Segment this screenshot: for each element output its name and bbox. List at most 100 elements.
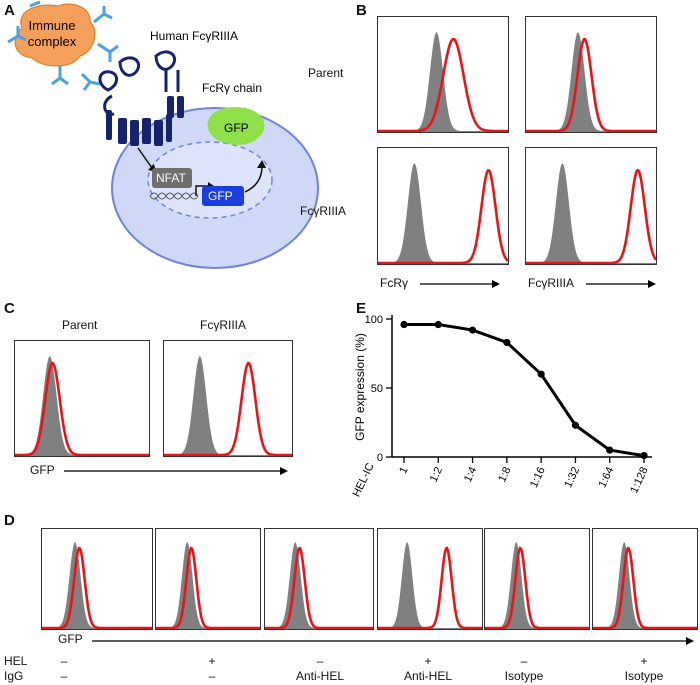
c-xlabel: GFP [30,463,55,477]
histogram-plot [526,32,656,132]
d-igg-3: Anti-HEL [295,669,345,683]
isotype-control-histogram [593,542,697,629]
hist-b-parent-fcrg [377,16,509,133]
histogram-plot [378,32,508,132]
isotype-control-histogram [164,356,292,456]
x-tick-label: 1:128 [628,465,651,495]
chain-label: FcRγ chain [202,81,262,95]
data-point [606,446,614,454]
b-xlabel-fcrg: FcRγ [380,276,408,290]
x-tick-label: 1:64 [597,465,617,489]
immune-complex-label-1: Immune [29,18,76,33]
fcr-gamma-chain-icons [106,96,184,146]
b-x-arrow-1 [420,280,500,288]
d-row-label-igg: IgG [4,669,24,683]
line-chart-e: GFP expression (%) HEL-IC 0 50 100 1 1:2 1:4 1… [352,314,652,499]
stained-histogram [42,546,152,629]
stained-histogram [378,169,508,264]
hist-d-3 [264,528,374,630]
histogram-plot [265,542,373,629]
isotype-control-histogram [42,542,152,629]
hist-d-2 [155,528,261,630]
data-point [640,452,648,460]
antibody-icons [7,0,119,91]
y-axis-label: GFP expression (%) [353,333,367,441]
x-axis-label: HEL-IC [352,461,377,499]
gfp-protein-label: GFP [224,121,249,135]
b-xlabel-fcgr3a: FcγRIIIA [528,276,575,290]
stained-histogram [164,361,292,456]
signal-arrow [137,147,153,169]
isotype-control-histogram [526,163,656,264]
y-tick-label: 0 [377,452,383,464]
data-point [503,338,511,347]
hist-d-6 [592,528,698,630]
b-row-label-fcgr3a: FcγRIIIA [300,204,347,218]
d-row-label-hel: HEL [4,654,28,668]
receptor-label: Human FcγRIIIA [150,29,238,43]
d-hel-2: + [208,654,216,668]
d-hel-5: – [520,654,528,668]
immune-complex-blob [14,3,96,67]
transcription-arrow [244,165,263,193]
panel-letter-a: A [4,2,15,19]
histogram-plot [378,163,508,264]
data-point [571,421,580,429]
stained-histogram [526,168,656,264]
gfp-protein-blob [207,106,265,145]
d-igg-2: – [208,669,216,683]
x-tick-label: 1:16 [528,465,548,489]
c-col-label-parent: Parent [62,318,98,332]
d-igg-4: Anti-HEL [403,669,453,683]
histogram-plot [156,542,260,629]
b-row-label-parent: Parent [308,66,344,80]
isotype-control-histogram [156,542,260,629]
hist-b-fcgr3a-fcgr3a [525,147,657,265]
hist-d-5 [484,528,590,630]
d-igg-6: Isotype [624,669,664,683]
stained-histogram [485,546,589,629]
hist-d-1 [41,528,153,630]
d-igg-5: Isotype [504,669,544,683]
histogram-plot [15,356,149,456]
panel-letter-e: E [356,300,367,317]
isotype-control-histogram [485,542,589,629]
isotype-control-histogram [378,163,508,264]
d-hel-1: – [60,654,68,668]
c-col-label-fcgr3a: FcγRIIIA [200,318,247,332]
stained-histogram [156,546,260,629]
schematic-diagram: Immune complex Human FcγRIIIA FcRγ chain… [7,0,319,269]
panel-letter-c: C [4,300,15,317]
histogram-plot [485,542,589,629]
stained-histogram [378,546,482,629]
x-tick-label: 1:4 [462,465,479,484]
isotype-control-histogram [265,542,373,629]
d-igg-1: – [60,669,68,683]
hist-c-fcgr3a [163,340,293,457]
gfp-gene-box [202,186,244,206]
dna-strand [149,192,199,200]
hist-b-parent-fcgr3a [525,16,657,133]
stained-histogram [378,37,508,132]
data-point [468,326,477,334]
y-tick-label: 100 [365,314,383,326]
d-xlabel: GFP [58,632,83,646]
series-line [404,323,645,458]
histogram-plot [164,356,292,456]
hist-c-parent [14,340,150,457]
x-tick-label: 1:8 [496,465,513,484]
b-x-arrow-2 [586,280,656,288]
x-tick-label: 1:2 [428,465,445,484]
data-point [537,370,545,378]
isotype-control-histogram [378,542,482,629]
d-hel-4: + [424,654,432,668]
stained-histogram [593,546,697,629]
histogram-plot [42,542,152,629]
d-x-arrow [92,637,694,645]
c-x-arrow [64,467,288,475]
d-hel-6: + [640,654,648,668]
x-tick-label: 1 [397,465,410,476]
data-point [434,320,442,329]
hist-b-fcgr3a-fcrg [377,147,509,265]
nfat-box [152,168,192,188]
